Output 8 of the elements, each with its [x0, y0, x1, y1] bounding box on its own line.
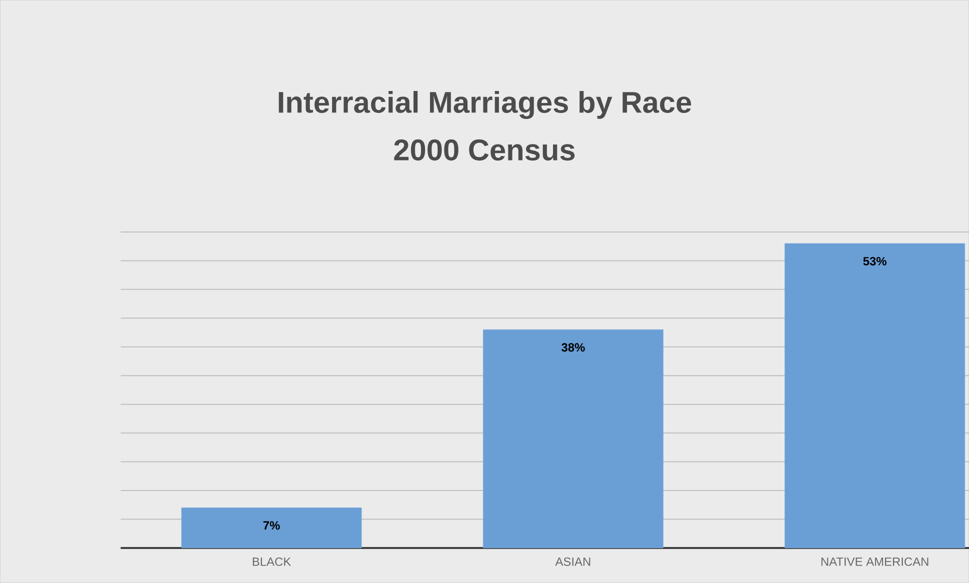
x-tick-label: ASIAN [555, 557, 590, 566]
chart-subtitle: 2000 Census [394, 139, 575, 161]
data-label: 7% [263, 521, 280, 530]
data-label: 38% [561, 343, 585, 352]
x-tick-label: BLACK [252, 557, 291, 566]
chart-title: Interracial Marriages by Race [278, 90, 692, 119]
data-label: 53% [863, 256, 886, 266]
x-tick-label: NATIVE AMERICAN [821, 557, 928, 566]
